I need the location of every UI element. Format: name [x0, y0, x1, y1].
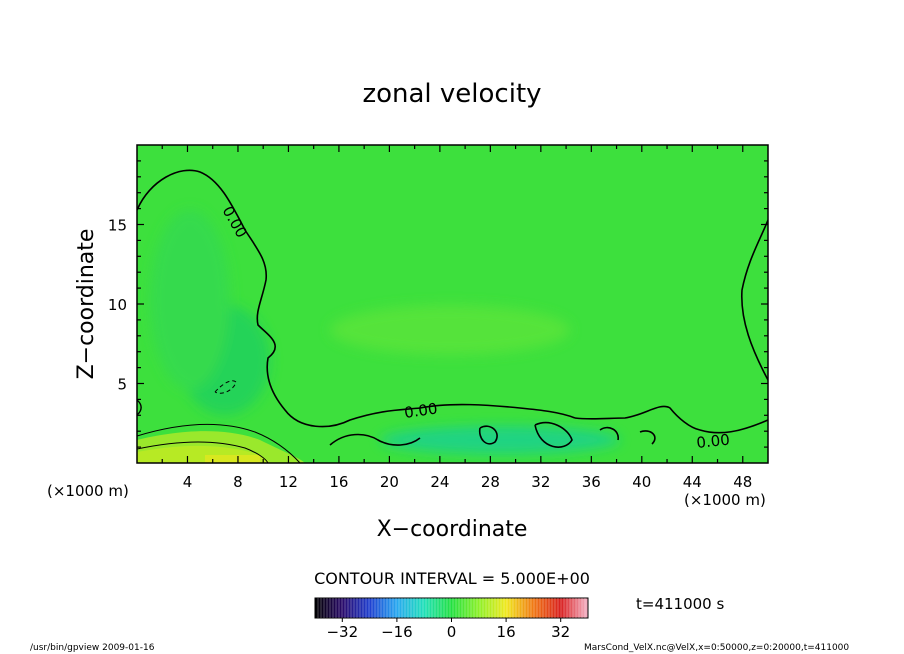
x-tick-label: 4	[183, 473, 193, 491]
field-background	[137, 145, 768, 463]
x-tick-label: 48	[733, 473, 752, 491]
y-tick-label: 10	[108, 296, 127, 314]
contour-zero-left	[137, 169, 576, 428]
y-tick-label: 15	[108, 217, 127, 235]
x-axis: 4 8 12 16 20 24 28 32 36 40 44 48	[161, 145, 752, 491]
field-region-positive-peak	[205, 455, 260, 463]
contour-positive-10	[137, 441, 269, 463]
x-tick-label: 16	[329, 473, 348, 491]
colorbar: −32 −16 0 16 32	[314, 597, 589, 641]
footer-left: /usr/bin/gpview 2009-01-16	[30, 643, 155, 653]
x-unit-label-right: (×1000 m)	[684, 491, 766, 509]
contour-small-cells	[329, 421, 656, 448]
colorbar-tick-label: 0	[447, 623, 457, 641]
x-tick-label: 24	[430, 473, 449, 491]
field-region-positive-upper	[330, 305, 570, 355]
colorbar-ticks: −32 −16 0 16 32	[326, 618, 570, 641]
contour-zero-surface	[574, 405, 768, 434]
footer-right: MarsCond_VelX.nc@VelX,x=0:50000,z=0:2000…	[584, 643, 849, 653]
x-tick-label: 32	[531, 473, 550, 491]
x-tick-label: 44	[683, 473, 702, 491]
x-axis-title: X−coordinate	[377, 517, 528, 542]
x-tick-label: 36	[582, 473, 601, 491]
colorbar-tick-label: 32	[551, 623, 570, 641]
field-region-negative-band	[150, 210, 230, 390]
y-tick-label: 5	[117, 376, 127, 394]
chart-title: zonal velocity	[362, 79, 541, 109]
colorbar-tick-label: −16	[381, 623, 413, 641]
x-tick-label: 20	[380, 473, 399, 491]
contour-label: 0.00	[696, 431, 731, 452]
y-axis-title: Z−coordinate	[74, 229, 99, 380]
contour-label: 0.00	[403, 399, 439, 421]
contour-zero-right-upper	[741, 219, 768, 381]
contour-left-edge	[137, 399, 142, 416]
colorbar-tick-label: 16	[497, 623, 516, 641]
y-axis: 5 10 15	[108, 160, 768, 448]
time-label: t=411000 s	[636, 595, 724, 613]
colorbar-gradient	[314, 597, 589, 619]
colorbar-tick-label: −32	[326, 623, 358, 641]
x-tick-label: 40	[632, 473, 651, 491]
x-tick-label: 8	[233, 473, 243, 491]
x-tick-label: 28	[481, 473, 500, 491]
plot-area	[137, 145, 768, 463]
contour-lines	[137, 169, 768, 463]
contour-interval-label: CONTOUR INTERVAL = 5.000E+00	[314, 569, 590, 588]
x-tick-label: 12	[279, 473, 298, 491]
x-unit-label-left: (×1000 m)	[47, 482, 129, 500]
contour-positive-5	[137, 424, 301, 463]
contour-negative-dashed	[214, 380, 237, 394]
